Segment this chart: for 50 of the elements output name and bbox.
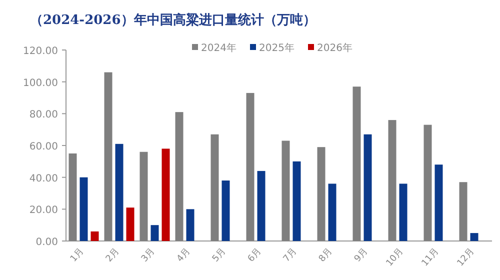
x-tick-label: 4月: [175, 246, 193, 264]
y-tick-label: 20.00: [29, 205, 58, 216]
x-tick-label: 6月: [246, 246, 264, 264]
x-tick-label: 3月: [140, 246, 158, 264]
bar: [292, 161, 301, 241]
bar: [162, 148, 170, 241]
bar: [90, 231, 99, 241]
x-tick-label: 12月: [456, 246, 477, 269]
bar: [175, 112, 184, 241]
y-tick-label: 100.00: [23, 78, 58, 89]
y-tick-label: 40.00: [29, 173, 58, 184]
bar: [424, 124, 432, 241]
bar: [80, 177, 88, 241]
bar: [399, 184, 408, 241]
bar: [257, 170, 266, 241]
x-tick-label: 7月: [282, 246, 300, 264]
bar: [186, 209, 194, 241]
legend-label: 2024年: [201, 42, 236, 54]
y-tick-label: 80.00: [29, 110, 58, 121]
bar: [150, 225, 159, 241]
bar: [68, 153, 77, 241]
bar: [210, 134, 219, 241]
x-tick-label: 11月: [420, 246, 442, 269]
bar: [364, 134, 372, 241]
bar: [388, 120, 396, 241]
bar: [115, 144, 124, 241]
bar: [317, 147, 326, 241]
x-tick-label: 8月: [317, 246, 335, 264]
x-tick-label: 2月: [104, 246, 122, 264]
y-tick-label: 120.00: [23, 46, 58, 57]
bar: [459, 182, 468, 241]
bar: [140, 152, 148, 241]
bar: [222, 180, 230, 241]
bar: [126, 208, 134, 241]
legend-label: 2025年: [259, 42, 294, 54]
bar: [434, 164, 443, 241]
bar: [328, 184, 336, 241]
chart-title: （2024-2026）年中国高粱进口量统计（万吨）: [30, 12, 316, 28]
bar: [352, 86, 361, 241]
bar: [470, 233, 478, 241]
y-tick-label: 0.00: [36, 237, 58, 248]
x-tick-label: 5月: [210, 246, 228, 264]
bar: [104, 72, 112, 241]
x-tick-label: 9月: [352, 246, 370, 264]
y-tick-label: 60.00: [29, 142, 58, 152]
x-tick-label: 10月: [384, 246, 406, 269]
bar: [246, 92, 254, 241]
legend-label: 2026年: [317, 42, 352, 54]
bar: [282, 140, 290, 241]
x-tick-label: 1月: [68, 246, 86, 264]
